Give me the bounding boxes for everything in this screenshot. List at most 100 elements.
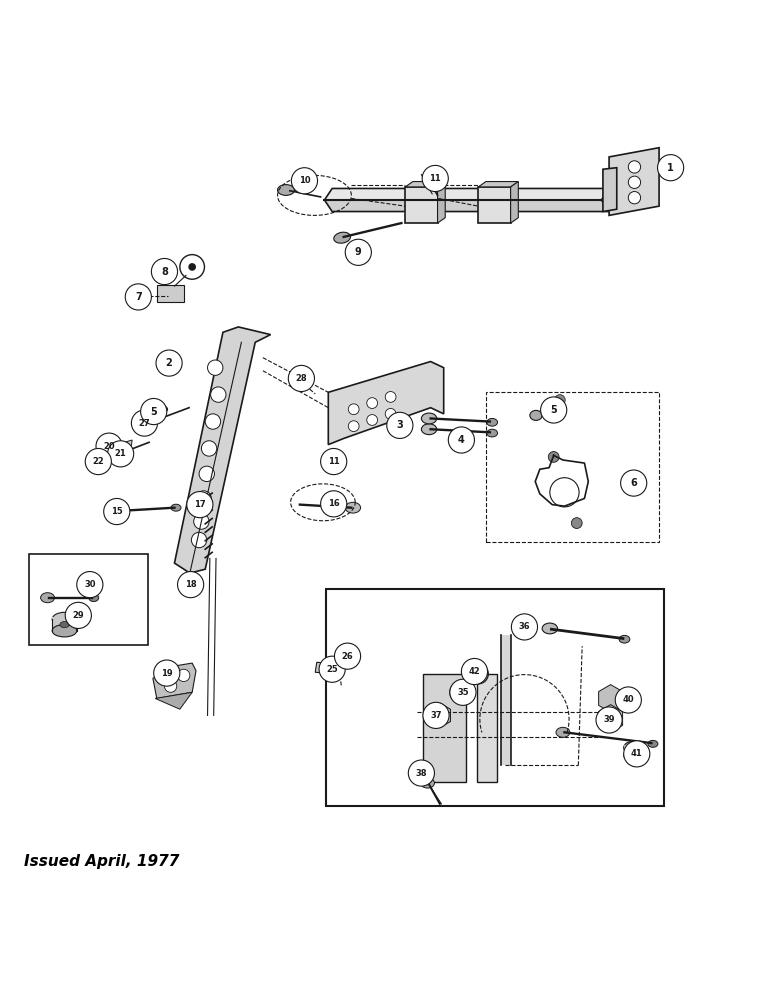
- Circle shape: [385, 392, 396, 402]
- Circle shape: [178, 669, 190, 682]
- Ellipse shape: [487, 429, 497, 437]
- Polygon shape: [438, 182, 445, 223]
- Ellipse shape: [619, 635, 630, 643]
- Ellipse shape: [52, 612, 76, 626]
- Circle shape: [450, 679, 476, 705]
- Text: 26: 26: [342, 652, 354, 661]
- Polygon shape: [115, 440, 132, 455]
- Text: 29: 29: [73, 611, 84, 620]
- Text: 19: 19: [161, 669, 173, 678]
- Circle shape: [554, 395, 565, 405]
- Ellipse shape: [624, 750, 641, 761]
- Circle shape: [196, 491, 212, 506]
- Polygon shape: [155, 692, 192, 709]
- Ellipse shape: [624, 742, 641, 754]
- Text: 15: 15: [111, 507, 123, 516]
- Circle shape: [156, 350, 182, 376]
- Text: 11: 11: [429, 174, 441, 183]
- Circle shape: [571, 518, 582, 528]
- Circle shape: [334, 643, 361, 669]
- Text: Issued April, 1977: Issued April, 1977: [25, 854, 180, 869]
- Circle shape: [199, 466, 215, 482]
- Circle shape: [457, 688, 465, 696]
- Bar: [486, 392, 659, 542]
- Circle shape: [107, 441, 134, 467]
- Polygon shape: [328, 362, 444, 445]
- Polygon shape: [479, 187, 510, 223]
- Bar: [52, 617, 76, 631]
- Circle shape: [201, 441, 217, 456]
- Text: 5: 5: [550, 405, 557, 415]
- Circle shape: [319, 656, 345, 682]
- Circle shape: [387, 412, 413, 438]
- Text: 10: 10: [299, 176, 310, 185]
- Circle shape: [628, 192, 641, 204]
- Ellipse shape: [60, 622, 69, 628]
- Circle shape: [76, 572, 103, 598]
- Text: 7: 7: [135, 292, 142, 302]
- Polygon shape: [324, 188, 609, 200]
- Circle shape: [462, 658, 488, 685]
- Circle shape: [66, 602, 91, 628]
- Circle shape: [621, 470, 647, 496]
- Circle shape: [423, 702, 449, 728]
- Circle shape: [422, 165, 449, 192]
- Ellipse shape: [422, 413, 437, 424]
- Text: 38: 38: [415, 769, 427, 778]
- Text: 1: 1: [667, 163, 674, 173]
- Text: 30: 30: [84, 580, 96, 589]
- Circle shape: [320, 491, 347, 517]
- Bar: [326, 589, 665, 806]
- Bar: [29, 554, 148, 645]
- Text: 25: 25: [327, 665, 338, 674]
- Circle shape: [449, 427, 475, 453]
- Circle shape: [367, 415, 378, 425]
- Ellipse shape: [542, 623, 557, 634]
- Circle shape: [385, 408, 396, 419]
- Circle shape: [96, 433, 122, 459]
- Circle shape: [511, 614, 537, 640]
- Polygon shape: [479, 182, 518, 187]
- Ellipse shape: [530, 410, 542, 420]
- Ellipse shape: [41, 593, 55, 603]
- Circle shape: [408, 760, 435, 786]
- Bar: [423, 674, 466, 782]
- Circle shape: [85, 448, 111, 475]
- Ellipse shape: [145, 418, 156, 425]
- Circle shape: [103, 498, 130, 525]
- Polygon shape: [315, 662, 340, 674]
- Circle shape: [615, 687, 642, 713]
- Text: 40: 40: [622, 695, 634, 704]
- Text: 6: 6: [630, 478, 637, 488]
- Text: 36: 36: [519, 622, 530, 631]
- Text: 21: 21: [115, 449, 127, 458]
- Circle shape: [596, 707, 622, 733]
- Circle shape: [151, 258, 178, 285]
- Polygon shape: [603, 168, 617, 212]
- Text: 11: 11: [328, 457, 340, 466]
- Circle shape: [187, 492, 213, 518]
- Ellipse shape: [278, 185, 294, 195]
- Polygon shape: [153, 663, 196, 698]
- Text: 37: 37: [430, 711, 442, 720]
- Circle shape: [131, 410, 157, 436]
- Circle shape: [188, 263, 196, 271]
- Polygon shape: [598, 685, 622, 712]
- Circle shape: [628, 161, 641, 173]
- Circle shape: [191, 532, 207, 548]
- Ellipse shape: [334, 232, 350, 243]
- Polygon shape: [405, 182, 445, 187]
- Circle shape: [348, 421, 359, 432]
- Text: 9: 9: [355, 247, 362, 257]
- Ellipse shape: [113, 506, 127, 516]
- Circle shape: [298, 372, 312, 385]
- Ellipse shape: [487, 418, 497, 426]
- Ellipse shape: [158, 406, 168, 413]
- Circle shape: [628, 176, 641, 188]
- Bar: [477, 674, 496, 782]
- Bar: [157, 285, 185, 302]
- Text: 27: 27: [139, 419, 151, 428]
- Text: 35: 35: [457, 688, 469, 697]
- Polygon shape: [429, 703, 451, 728]
- Circle shape: [345, 239, 371, 265]
